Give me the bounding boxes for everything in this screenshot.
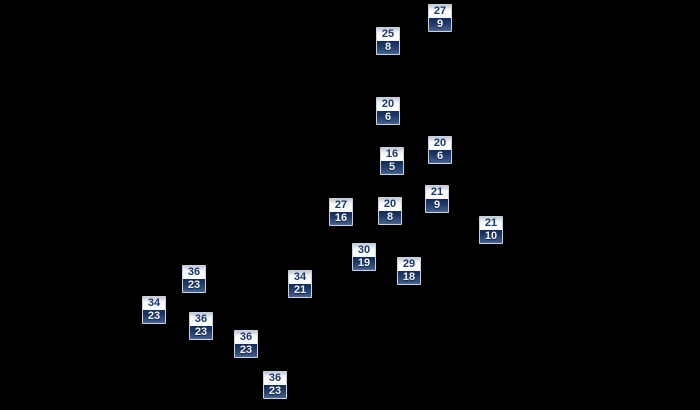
- min-temperature: 8: [379, 211, 401, 224]
- min-temperature: 10: [480, 230, 502, 243]
- min-temperature: 8: [377, 41, 399, 54]
- temperature-marker[interactable]: 30 19: [352, 243, 376, 271]
- max-temperature: 36: [235, 331, 257, 344]
- temperature-marker[interactable]: 21 10: [479, 216, 503, 244]
- max-temperature: 30: [353, 244, 375, 257]
- min-temperature: 16: [330, 212, 352, 225]
- temperature-marker[interactable]: 36 23: [182, 265, 206, 293]
- temperature-marker[interactable]: 36 23: [234, 330, 258, 358]
- max-temperature: 21: [426, 186, 448, 199]
- temperature-marker[interactable]: 20 6: [428, 136, 452, 164]
- temperature-marker[interactable]: 34 23: [142, 296, 166, 324]
- temperature-marker[interactable]: 16 5: [380, 147, 404, 175]
- min-temperature: 9: [429, 18, 451, 31]
- min-temperature: 6: [377, 111, 399, 124]
- temperature-marker[interactable]: 36 23: [189, 312, 213, 340]
- min-temperature: 23: [143, 310, 165, 323]
- temperature-marker[interactable]: 29 18: [397, 257, 421, 285]
- temperature-marker[interactable]: 36 23: [263, 371, 287, 399]
- max-temperature: 16: [381, 148, 403, 161]
- min-temperature: 19: [353, 257, 375, 270]
- max-temperature: 20: [377, 98, 399, 111]
- min-temperature: 5: [381, 161, 403, 174]
- max-temperature: 36: [264, 372, 286, 385]
- max-temperature: 20: [429, 137, 451, 150]
- max-temperature: 29: [398, 258, 420, 271]
- max-temperature: 27: [429, 5, 451, 18]
- max-temperature: 27: [330, 199, 352, 212]
- max-temperature: 20: [379, 198, 401, 211]
- min-temperature: 6: [429, 150, 451, 163]
- min-temperature: 21: [289, 284, 311, 297]
- min-temperature: 23: [190, 326, 212, 339]
- min-temperature: 9: [426, 199, 448, 212]
- max-temperature: 25: [377, 28, 399, 41]
- temperature-marker[interactable]: 25 8: [376, 27, 400, 55]
- max-temperature: 21: [480, 217, 502, 230]
- temperature-marker[interactable]: 34 21: [288, 270, 312, 298]
- temperature-marker[interactable]: 27 16: [329, 198, 353, 226]
- max-temperature: 34: [289, 271, 311, 284]
- max-temperature: 36: [183, 266, 205, 279]
- temperature-marker[interactable]: 20 6: [376, 97, 400, 125]
- temperature-marker[interactable]: 21 9: [425, 185, 449, 213]
- min-temperature: 23: [264, 385, 286, 398]
- min-temperature: 23: [183, 279, 205, 292]
- max-temperature: 36: [190, 313, 212, 326]
- temperature-marker[interactable]: 20 8: [378, 197, 402, 225]
- max-temperature: 34: [143, 297, 165, 310]
- min-temperature: 18: [398, 271, 420, 284]
- min-temperature: 23: [235, 344, 257, 357]
- temperature-marker[interactable]: 27 9: [428, 4, 452, 32]
